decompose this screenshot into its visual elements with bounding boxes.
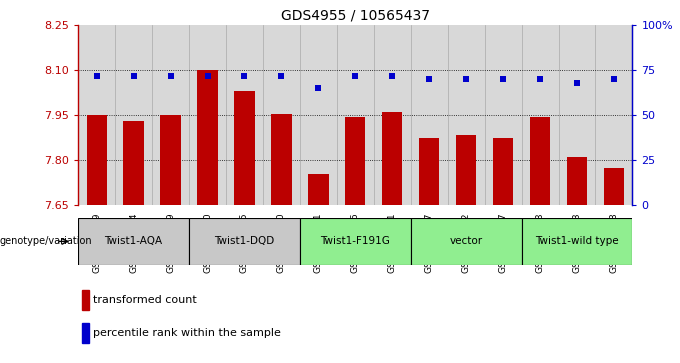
Text: genotype/variation: genotype/variation xyxy=(0,236,92,246)
Bar xyxy=(271,114,292,205)
Bar xyxy=(374,25,411,205)
Bar xyxy=(308,174,328,205)
Bar xyxy=(456,135,476,205)
Bar xyxy=(78,25,115,205)
Bar xyxy=(411,25,447,205)
Bar xyxy=(567,157,587,205)
Bar xyxy=(82,323,89,343)
Text: Twist1-wild type: Twist1-wild type xyxy=(535,236,619,246)
Bar xyxy=(78,218,189,265)
Bar xyxy=(604,168,624,205)
Bar xyxy=(337,25,374,205)
Bar xyxy=(189,218,300,265)
Text: Twist1-F191G: Twist1-F191G xyxy=(320,236,390,246)
Bar xyxy=(160,115,181,205)
Bar xyxy=(345,117,365,205)
Bar xyxy=(485,25,522,205)
Bar xyxy=(197,70,218,205)
Bar xyxy=(596,25,632,205)
Bar xyxy=(411,218,522,265)
Bar xyxy=(447,25,485,205)
Bar xyxy=(86,115,107,205)
Bar xyxy=(82,290,89,310)
Bar xyxy=(522,218,632,265)
Text: Twist1-DQD: Twist1-DQD xyxy=(214,236,275,246)
Bar xyxy=(300,218,411,265)
Text: percentile rank within the sample: percentile rank within the sample xyxy=(93,328,281,338)
Bar xyxy=(263,25,300,205)
Bar xyxy=(124,121,143,205)
Text: Twist1-AQA: Twist1-AQA xyxy=(105,236,163,246)
Bar xyxy=(558,25,596,205)
Bar xyxy=(300,25,337,205)
Bar xyxy=(530,117,550,205)
Bar xyxy=(189,25,226,205)
Bar xyxy=(235,91,254,205)
Bar xyxy=(226,25,263,205)
Title: GDS4955 / 10565437: GDS4955 / 10565437 xyxy=(281,9,430,23)
Bar xyxy=(115,25,152,205)
Bar xyxy=(382,112,403,205)
Text: vector: vector xyxy=(449,236,483,246)
Bar xyxy=(419,138,439,205)
Bar xyxy=(522,25,558,205)
Bar xyxy=(152,25,189,205)
Text: transformed count: transformed count xyxy=(93,295,197,305)
Bar xyxy=(493,138,513,205)
